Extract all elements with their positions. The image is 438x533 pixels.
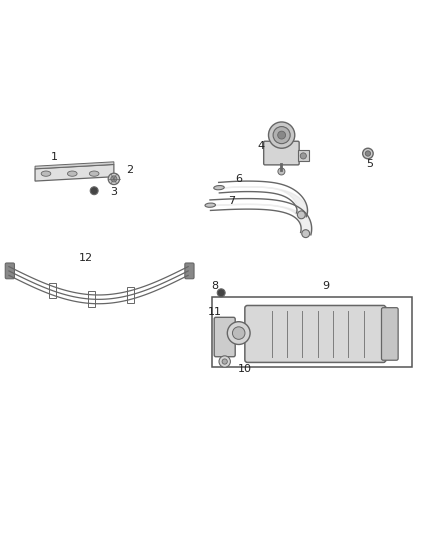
FancyBboxPatch shape [264, 141, 299, 165]
Ellipse shape [302, 230, 310, 238]
Circle shape [300, 153, 306, 159]
Circle shape [111, 176, 117, 182]
Ellipse shape [67, 171, 77, 176]
Circle shape [219, 356, 230, 367]
Text: 5: 5 [366, 159, 373, 168]
Text: 8: 8 [211, 281, 218, 291]
Text: 2: 2 [126, 165, 133, 175]
FancyBboxPatch shape [5, 263, 14, 279]
FancyBboxPatch shape [245, 305, 386, 362]
Bar [298, 150, 309, 161]
Circle shape [222, 359, 227, 364]
Bar [88, 291, 95, 307]
Text: 4: 4 [257, 141, 264, 151]
Ellipse shape [297, 211, 305, 219]
Circle shape [108, 173, 120, 184]
Text: 6: 6 [235, 174, 242, 184]
Text: 10: 10 [238, 365, 252, 374]
Text: 12: 12 [78, 253, 92, 263]
FancyBboxPatch shape [214, 317, 235, 357]
Circle shape [268, 122, 295, 148]
Circle shape [233, 327, 245, 340]
Text: 11: 11 [208, 308, 222, 318]
Text: 1: 1 [51, 152, 58, 162]
Polygon shape [35, 162, 114, 169]
Circle shape [365, 151, 371, 156]
Circle shape [90, 187, 98, 195]
Bar [49, 282, 56, 298]
Circle shape [278, 168, 285, 175]
Bar [127, 287, 134, 303]
FancyBboxPatch shape [381, 308, 398, 360]
Circle shape [217, 289, 225, 297]
Ellipse shape [89, 171, 99, 176]
Ellipse shape [214, 185, 224, 190]
Circle shape [363, 148, 373, 159]
Ellipse shape [41, 171, 51, 176]
FancyBboxPatch shape [185, 263, 194, 279]
Circle shape [278, 131, 286, 139]
Polygon shape [35, 165, 114, 181]
Text: 3: 3 [110, 187, 117, 197]
Bar [212, 297, 412, 367]
Text: 7: 7 [229, 196, 236, 206]
Circle shape [227, 322, 250, 344]
Circle shape [273, 126, 290, 143]
Ellipse shape [205, 203, 215, 207]
Text: 9: 9 [323, 281, 330, 291]
